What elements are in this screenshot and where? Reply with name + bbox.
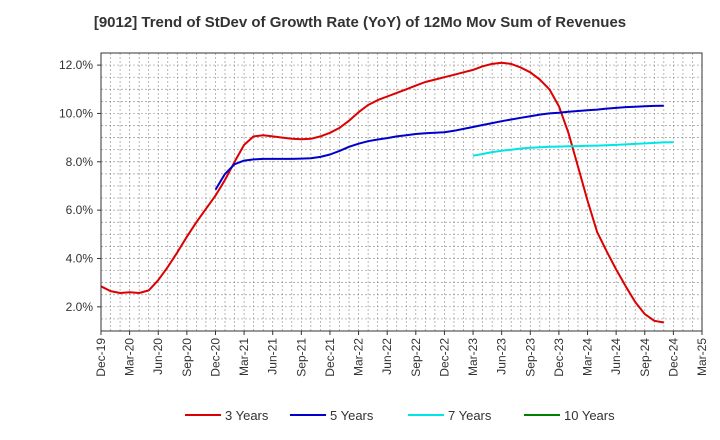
y-tick-label: 12.0% [59, 58, 93, 72]
y-tick-label: 4.0% [66, 251, 94, 265]
x-tick-label: Mar-24 [581, 338, 595, 376]
legend-label: 5 Years [330, 408, 374, 423]
legend-label: 3 Years [225, 408, 269, 423]
x-tick-label: Jun-21 [266, 338, 280, 375]
y-tick-label: 10.0% [59, 106, 93, 120]
x-axis: Dec-19 Mar-20 Jun-20 Sep-20 Dec-20 Mar-21 Jun-… [94, 331, 709, 377]
x-tick-label: Jun-22 [380, 338, 394, 375]
x-tick-label: Mar-20 [123, 338, 137, 376]
y-tick-label: 8.0% [66, 155, 94, 169]
x-tick-label: Dec-20 [208, 338, 222, 377]
x-tick-label: Dec-19 [94, 338, 108, 377]
legend-label: 7 Years [448, 408, 492, 423]
x-tick-label: Dec-24 [666, 338, 680, 377]
x-tick-label: Sep-21 [294, 338, 308, 377]
plot-background [101, 53, 702, 331]
x-tick-label: Sep-23 [523, 338, 537, 377]
x-tick-label: Sep-20 [180, 338, 194, 377]
series-line-3-years [100, 61, 664, 324]
x-tick-label: Dec-21 [323, 338, 337, 377]
series-line-7-years [472, 141, 674, 157]
x-tick-label: Jun-20 [151, 338, 165, 375]
x-tick-label: Mar-21 [237, 338, 251, 376]
x-tick-label: Sep-24 [638, 338, 652, 377]
legend-item-10-years: 10 Years [524, 408, 615, 423]
series-line-5-years [214, 104, 664, 191]
x-tick-label: Jun-24 [609, 338, 623, 375]
plot-frame [100, 52, 703, 332]
legend-item-3-years: 3 Years [185, 408, 269, 423]
x-tick-label: Sep-22 [409, 338, 423, 377]
chart-title: [9012] Trend of StDev of Growth Rate (Yo… [93, 14, 627, 31]
legend: 3 Years 5 Years 7 Years 10 Years [185, 408, 615, 423]
x-tick-label: Mar-25 [695, 338, 709, 376]
x-tick-label: Jun-23 [495, 338, 509, 375]
y-axis: 2.0% 4.0% 6.0% 8.0% 10.0% 12.0% [59, 58, 101, 314]
x-tick-label: Dec-22 [437, 338, 451, 377]
legend-label: 10 Years [564, 408, 615, 423]
legend-item-5-years: 5 Years [290, 408, 374, 423]
x-tick-label: Mar-22 [352, 338, 366, 376]
legend-item-7-years: 7 Years [408, 408, 492, 423]
series-layer [100, 61, 674, 324]
x-tick-label: Mar-23 [466, 338, 480, 376]
y-tick-label: 2.0% [66, 300, 94, 314]
grid-layer [101, 53, 702, 331]
x-tick-label: Dec-23 [552, 338, 566, 377]
y-tick-label: 6.0% [66, 203, 94, 217]
